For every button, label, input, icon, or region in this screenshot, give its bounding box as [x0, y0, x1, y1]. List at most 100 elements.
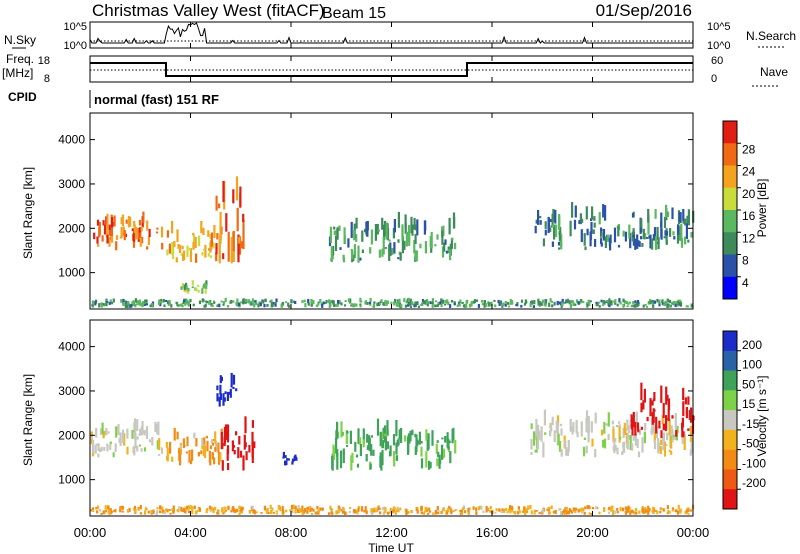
velocity-cell — [594, 412, 597, 424]
power-cell — [454, 242, 457, 250]
power-cell — [431, 301, 434, 305]
velocity-cell — [357, 428, 360, 444]
velocity-cell — [91, 507, 94, 510]
velocity-cell — [436, 458, 439, 467]
velocity-cell — [494, 511, 497, 514]
power-cell — [649, 234, 652, 249]
power-cell — [550, 300, 553, 303]
power-cell — [187, 304, 190, 307]
velocity-cell — [241, 508, 244, 511]
power-cell — [145, 301, 148, 304]
velocity-cell — [683, 434, 686, 450]
velocity-cell — [587, 427, 590, 443]
power-cell — [105, 302, 108, 307]
velocity-cell — [635, 512, 638, 515]
power-cell — [555, 224, 558, 238]
power-cell — [520, 299, 524, 303]
power-cell — [664, 303, 667, 307]
velocity-cell — [165, 508, 168, 512]
power-cell — [187, 289, 190, 294]
power-cell — [218, 239, 221, 264]
power-cell — [537, 301, 540, 306]
power-cell — [414, 250, 417, 261]
velocity-cell — [293, 455, 296, 461]
velocity-cell — [316, 505, 319, 510]
velocity-cell — [501, 508, 504, 511]
power-cell — [344, 300, 347, 302]
power-cell — [653, 227, 657, 239]
power-cell — [584, 246, 587, 251]
power-cell — [678, 301, 681, 306]
velocity-cell — [441, 437, 444, 440]
power-cell — [215, 195, 218, 211]
velocity-cell — [618, 424, 621, 429]
power-cell — [675, 300, 678, 305]
velocity-cell — [623, 422, 626, 434]
power-cell — [238, 302, 241, 306]
power-cell — [499, 300, 503, 305]
velocity-cell — [186, 436, 189, 447]
power-cell — [610, 301, 613, 306]
power-cell — [134, 298, 137, 303]
power-cell — [202, 227, 205, 235]
velocity-cell — [109, 508, 112, 512]
velocity-cell — [136, 436, 139, 440]
velocity-cell — [667, 409, 670, 422]
power-cell — [434, 244, 437, 247]
velocity-cell — [436, 509, 440, 512]
power-cell — [401, 236, 404, 254]
power-cell — [373, 301, 376, 304]
velocity-cell — [626, 442, 629, 448]
velocity-cell — [508, 508, 511, 512]
velocity-cell — [109, 444, 112, 450]
power-cell — [242, 219, 245, 250]
power-cell — [664, 230, 667, 236]
velocity-cell — [332, 444, 335, 460]
velocity-cell — [506, 511, 509, 514]
power-cell — [315, 304, 318, 307]
power-cell — [239, 186, 242, 207]
power-cell — [177, 304, 180, 307]
velocity-colorbar-tick-label: -200 — [742, 476, 766, 490]
velocity-cell — [416, 439, 419, 447]
velocity-cell — [176, 509, 179, 512]
velocity-cell — [217, 442, 220, 454]
velocity-cell — [631, 443, 634, 451]
power-cell — [350, 303, 353, 306]
velocity-cell — [216, 385, 219, 391]
power-cell — [201, 251, 204, 256]
power-cell — [108, 237, 111, 247]
power-cell — [660, 212, 663, 227]
velocity-cell — [216, 511, 219, 515]
velocity-cell — [284, 455, 287, 458]
power-cell — [290, 299, 293, 304]
power-cell — [629, 232, 632, 249]
velocity-cell — [383, 511, 386, 514]
velocity-cell — [150, 510, 153, 514]
velocity-cell — [587, 416, 590, 432]
velocity-cell — [674, 509, 677, 513]
power-cell — [274, 302, 277, 307]
power-cell — [651, 238, 654, 250]
velocity-cell — [345, 430, 348, 445]
power-cell — [393, 242, 396, 254]
velocity-cell — [214, 431, 217, 444]
velocity-cell — [238, 436, 241, 445]
power-cell — [637, 240, 640, 247]
power-cell — [204, 303, 207, 308]
velocity-cell — [600, 429, 604, 436]
velocity-colorbar: 200 100 50 15 -15 -50 -100 -200 — [722, 330, 766, 510]
power-cell — [139, 238, 142, 247]
power-cell — [201, 298, 204, 303]
power-cell — [141, 302, 144, 307]
velocity-cell — [616, 511, 619, 514]
velocity-cell — [237, 447, 240, 459]
velocity-cell — [294, 505, 297, 510]
velocity-cell — [163, 511, 167, 515]
power-cell — [294, 301, 297, 304]
power-cell — [184, 298, 187, 303]
velocity-cell — [668, 419, 671, 436]
power-cell — [540, 302, 543, 306]
velocity-cell — [94, 445, 97, 454]
power-cell — [554, 209, 557, 224]
